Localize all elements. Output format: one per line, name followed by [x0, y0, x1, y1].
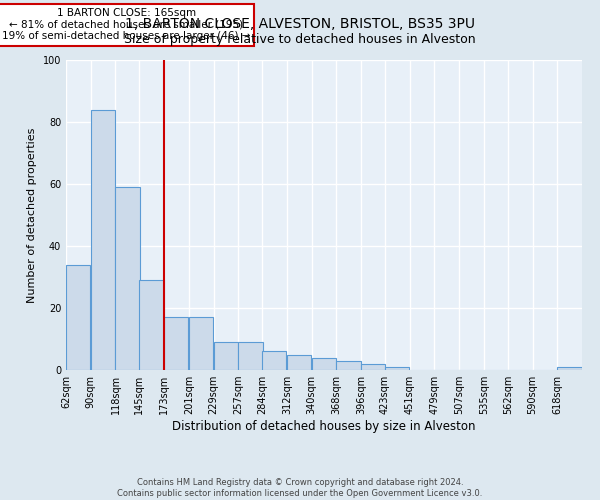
Bar [66, 264, 90, 370]
X-axis label: Distribution of detached houses by size in Alveston: Distribution of detached houses by size … [172, 420, 476, 433]
Bar [189, 318, 213, 370]
Bar [115, 187, 140, 370]
Bar [311, 358, 336, 370]
Text: 1, BARTON CLOSE, ALVESTON, BRISTOL, BS35 3PU: 1, BARTON CLOSE, ALVESTON, BRISTOL, BS35… [125, 18, 475, 32]
Y-axis label: Number of detached properties: Number of detached properties [27, 128, 37, 302]
Text: Size of property relative to detached houses in Alveston: Size of property relative to detached ho… [124, 32, 476, 46]
Text: 1 BARTON CLOSE: 165sqm
← 81% of detached houses are smaller (195)
19% of semi-de: 1 BARTON CLOSE: 165sqm ← 81% of detached… [2, 8, 250, 42]
Bar [262, 352, 286, 370]
Text: Contains HM Land Registry data © Crown copyright and database right 2024.
Contai: Contains HM Land Registry data © Crown c… [118, 478, 482, 498]
Bar [385, 367, 409, 370]
Bar [557, 367, 581, 370]
Bar [287, 354, 311, 370]
Bar [214, 342, 238, 370]
Bar [139, 280, 164, 370]
Bar [238, 342, 263, 370]
Bar [361, 364, 385, 370]
Bar [91, 110, 115, 370]
Bar [164, 318, 188, 370]
Bar [337, 360, 361, 370]
